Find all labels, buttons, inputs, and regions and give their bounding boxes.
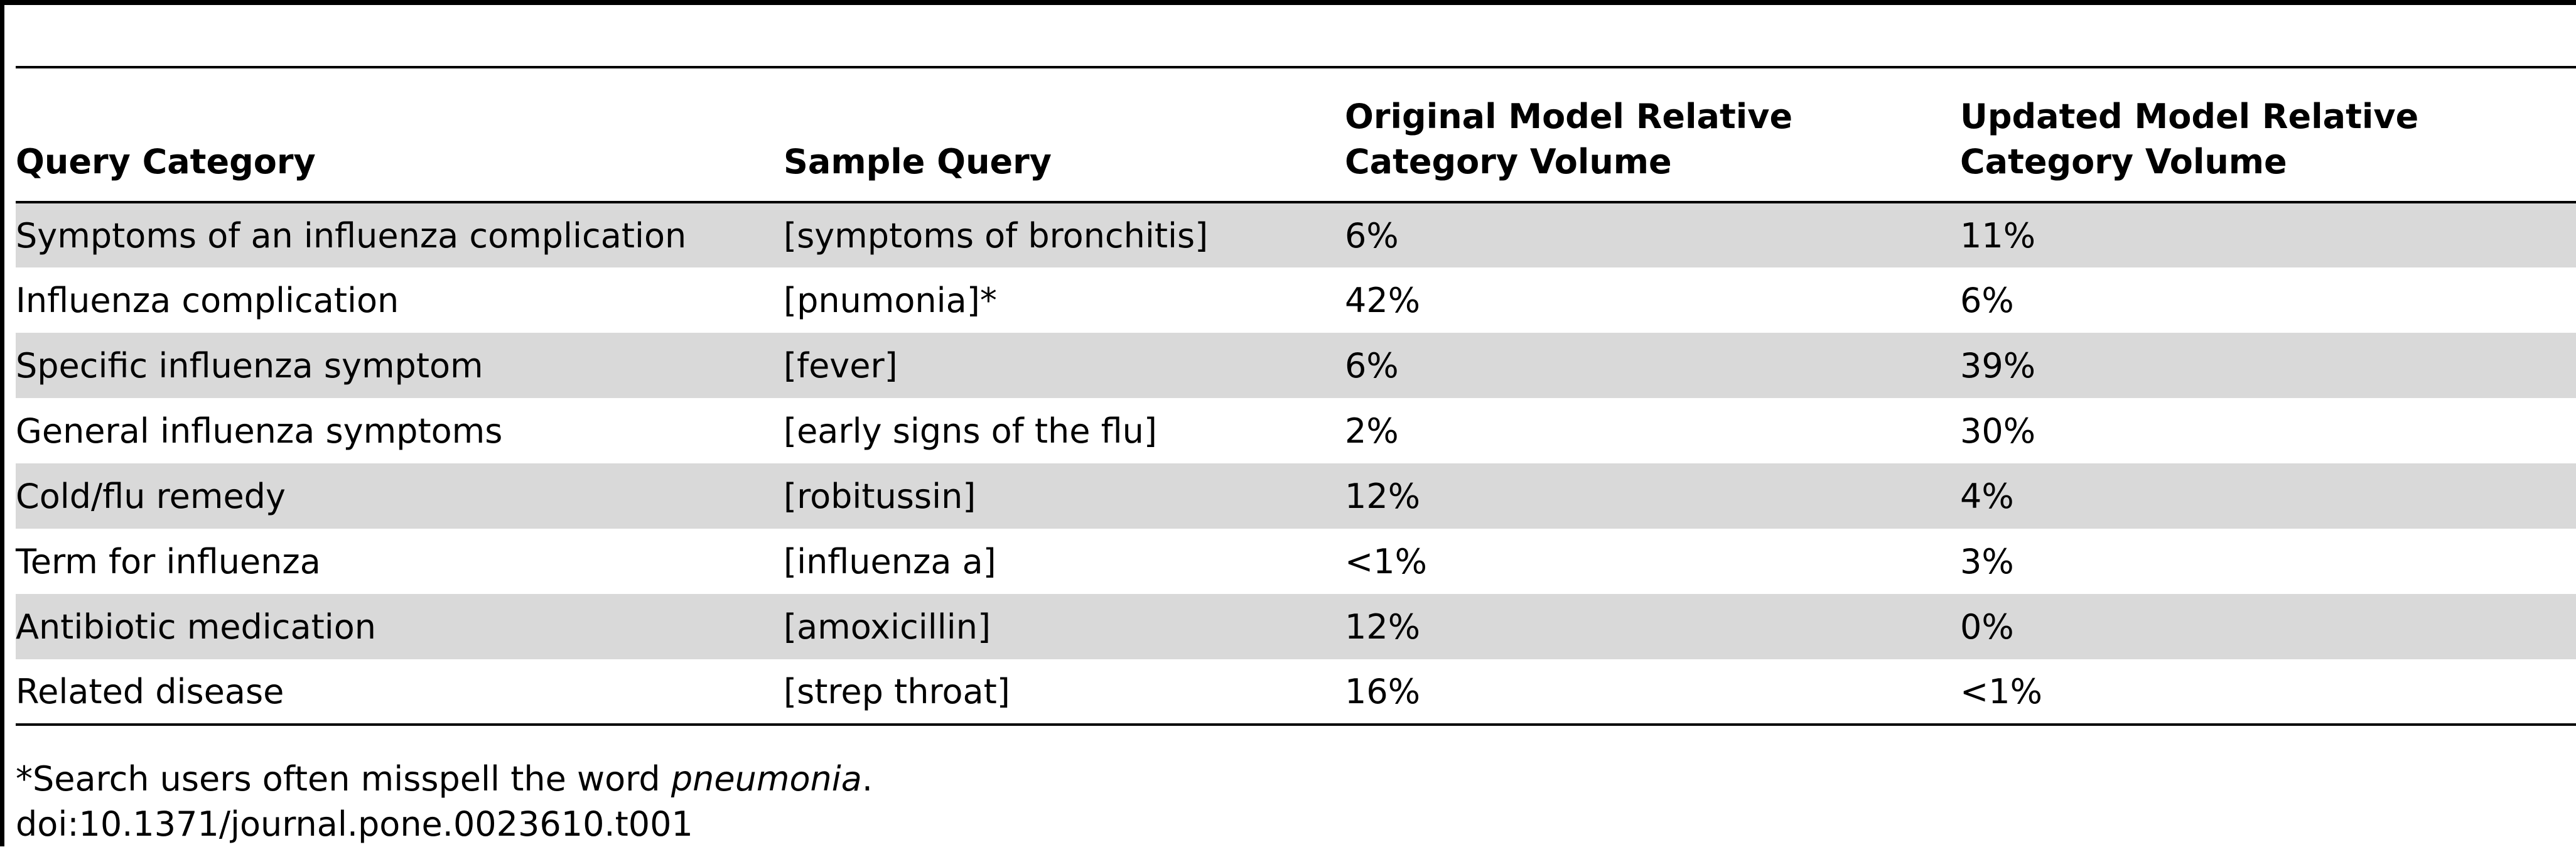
cell-original-volume: 12% (1345, 476, 1421, 516)
cell-original-volume: 6% (1345, 215, 1399, 256)
top-border (0, 0, 2576, 5)
cell-sample-query: [strep throat] (784, 671, 1010, 711)
footnote-text: *Search users often misspell the word (16, 759, 671, 799)
header-sample-query: Sample Query (784, 142, 1052, 181)
cell-updated-volume: <1% (1960, 671, 2042, 711)
table-row: Specific influenza symptom [fever] 6% 39… (16, 333, 2576, 398)
cell-sample-query: [symptoms of bronchitis] (784, 215, 1209, 256)
header-query-category: Query Category (16, 142, 316, 181)
table-row: Related disease [strep throat] 16% <1% (16, 659, 2576, 725)
footnote-suffix: . (861, 759, 873, 799)
cell-query-category: Influenza complication (16, 280, 399, 320)
cell-query-category: General influenza symptoms (16, 411, 503, 451)
cell-query-category: Cold/flu remedy (16, 476, 286, 516)
cell-updated-volume: 30% (1960, 411, 2036, 451)
table-body: Symptoms of an influenza complication [s… (16, 202, 2576, 725)
cell-sample-query: [early signs of the flu] (784, 411, 1157, 451)
table-row: Symptoms of an influenza complication [s… (16, 202, 2576, 267)
query-category-table: Query Category Sample Query Original Mod… (16, 66, 2576, 726)
cell-original-volume: 12% (1345, 607, 1421, 647)
cell-sample-query: [amoxicillin] (784, 607, 991, 647)
cell-updated-volume: 3% (1960, 541, 2014, 581)
cell-query-category: Related disease (16, 671, 284, 711)
table-row: Cold/flu remedy [robitussin] 12% 4% (16, 463, 2576, 529)
table-row: Influenza complication [pnumonia]* 42% 6… (16, 267, 2576, 333)
cell-sample-query: [pnumonia]* (784, 280, 997, 320)
left-border (0, 0, 4, 846)
table-row: Antibiotic medication [amoxicillin] 12% … (16, 594, 2576, 659)
header-original-model-volume: Original Model Relative Category Volume (1345, 97, 1793, 181)
data-table-container: Query Category Sample Query Original Mod… (16, 66, 2576, 726)
cell-query-category: Symptoms of an influenza complication (16, 215, 687, 256)
cell-updated-volume: 6% (1960, 280, 2014, 320)
cell-query-category: Specific influenza symptom (16, 345, 483, 386)
cell-updated-volume: 4% (1960, 476, 2014, 516)
doi-reference: doi:10.1371/journal.pone.0023610.t001 (16, 804, 693, 844)
table-row: Term for influenza [influenza a] <1% 3% (16, 529, 2576, 594)
cell-original-volume: 6% (1345, 345, 1399, 386)
cell-query-category: Term for influenza (16, 541, 321, 581)
cell-sample-query: [influenza a] (784, 541, 996, 581)
footnote-emphasis: pneumonia (671, 759, 862, 799)
cell-updated-volume: 0% (1960, 607, 2014, 647)
cell-original-volume: 42% (1345, 280, 1421, 320)
cell-sample-query: [robitussin] (784, 476, 976, 516)
cell-original-volume: <1% (1345, 541, 1427, 581)
header-updated-model-volume: Updated Model Relative Category Volume (1960, 97, 2419, 181)
header-row: Query Category Sample Query Original Mod… (16, 67, 2576, 202)
table-row: General influenza symptoms [early signs … (16, 398, 2576, 463)
table-footnote: *Search users often misspell the word pn… (16, 757, 873, 802)
cell-original-volume: 16% (1345, 671, 1421, 711)
cell-updated-volume: 39% (1960, 345, 2036, 386)
cell-updated-volume: 11% (1960, 215, 2036, 256)
cell-query-category: Antibiotic medication (16, 607, 377, 647)
cell-original-volume: 2% (1345, 411, 1399, 451)
cell-sample-query: [fever] (784, 345, 898, 386)
table-header: Query Category Sample Query Original Mod… (16, 67, 2576, 202)
